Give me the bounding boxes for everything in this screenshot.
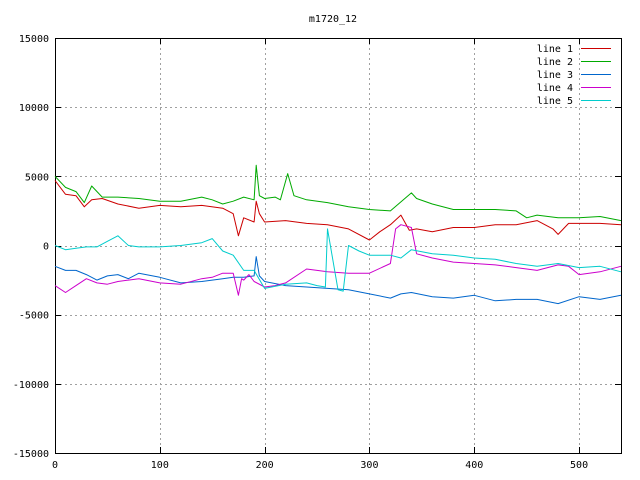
chart-title: m1720_12 [309, 14, 357, 25]
x-tick-label: 0 [52, 460, 58, 471]
x-tick-label: 300 [360, 460, 378, 471]
series-lines [54, 164, 622, 305]
x-tick-label: 200 [256, 460, 274, 471]
y-tick-label: 10000 [19, 103, 49, 114]
y-tick-label: 0 [43, 242, 49, 253]
legend: line 1 line 2 line 3 line 4 line 5 [537, 44, 611, 107]
y-tick-label: 5000 [25, 172, 49, 183]
y-tick-label: -15000 [13, 449, 49, 460]
series-line-1 [54, 180, 622, 241]
grid [55, 38, 621, 453]
x-tick-label: 400 [465, 460, 483, 471]
series-line-3 [54, 256, 622, 305]
x-tick-label: 500 [570, 460, 588, 471]
legend-label-1: line 1 [537, 44, 573, 55]
legend-label-4: line 4 [537, 83, 573, 94]
x-tick-label: 100 [151, 460, 169, 471]
y-tick-label: -5000 [19, 311, 49, 322]
series-line-5 [54, 228, 622, 292]
series-line-2 [54, 164, 622, 222]
legend-label-2: line 2 [537, 57, 573, 68]
y-tick-label: 15000 [19, 34, 49, 45]
legend-label-5: line 5 [537, 96, 573, 107]
series-line-4 [54, 224, 622, 296]
axis-ticks: 0 100 200 300 400 500 -15000 -10000 -5000 0 5000 10… [13, 34, 621, 471]
legend-label-3: line 3 [537, 70, 573, 81]
y-tick-label: -10000 [13, 380, 49, 391]
